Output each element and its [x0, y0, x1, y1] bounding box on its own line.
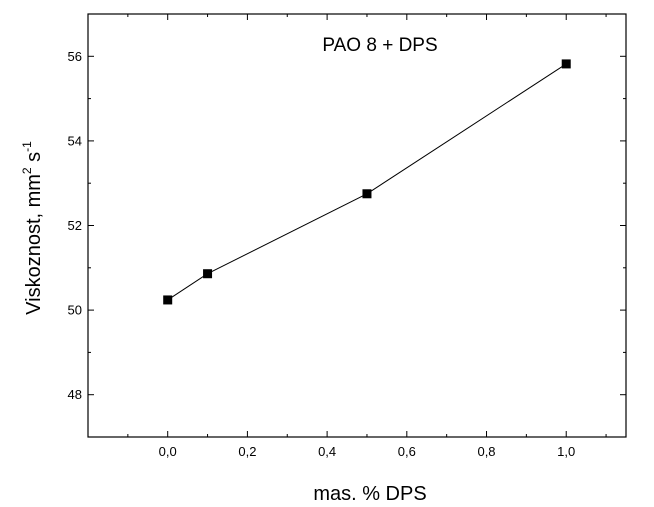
data-point — [163, 295, 173, 305]
tick-labels: 48 50 52 54 56 0,0 0,2 0,4 0,6 0,8 1,0 — [68, 49, 576, 459]
data-point — [203, 269, 213, 279]
data-point — [362, 189, 372, 199]
chart-annotation: PAO 8 + DPS — [322, 35, 437, 56]
y-axis-title: Viskoznost, mm2 s-1 — [20, 141, 45, 315]
y-tick-label: 48 — [68, 387, 82, 402]
y-tick-label: 54 — [68, 133, 82, 148]
x-tick-label: 1,0 — [557, 444, 575, 459]
x-tick-label: 0,4 — [318, 444, 336, 459]
y-tick-label: 50 — [68, 303, 82, 318]
x-axis-title: mas. % DPS — [313, 483, 426, 505]
y-axis-title-main: Viskoznost, mm — [23, 174, 45, 315]
series-layer — [163, 59, 571, 305]
data-point — [561, 59, 571, 69]
x-tick-label: 0,0 — [159, 444, 177, 459]
axis-ticks — [87, 13, 626, 438]
y-axis-title-sup2: -1 — [20, 141, 34, 152]
x-tick-label: 0,2 — [238, 444, 256, 459]
y-tick-label: 52 — [68, 218, 82, 233]
y-axis-title-mid: s — [23, 152, 45, 168]
y-axis-title-sup1: 2 — [20, 167, 34, 174]
x-tick-label: 0,6 — [398, 444, 416, 459]
x-tick-label: 0,8 — [477, 444, 495, 459]
series-line — [167, 63, 567, 301]
y-tick-label: 56 — [68, 49, 82, 64]
